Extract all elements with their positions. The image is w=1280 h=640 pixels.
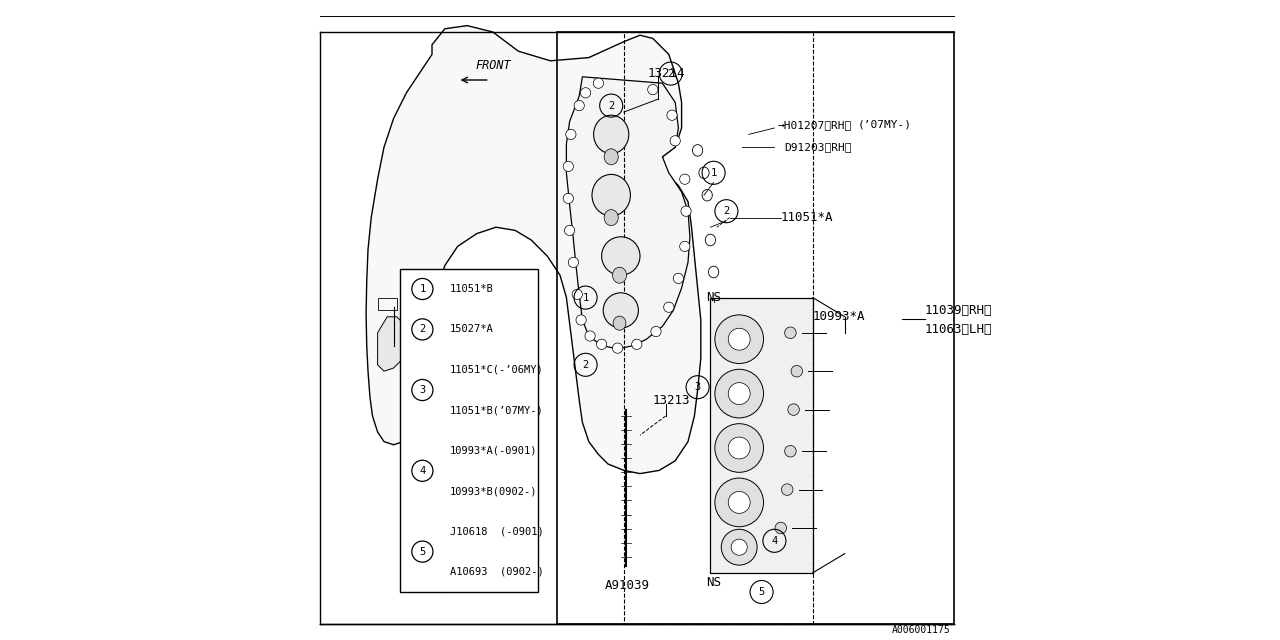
Circle shape [728,383,750,404]
Text: 10993*A: 10993*A [813,310,865,323]
Text: 10993*B(0902-): 10993*B(0902-) [451,486,538,496]
Circle shape [564,225,575,236]
Circle shape [594,78,604,88]
Text: J10618  (-0901): J10618 (-0901) [451,526,544,536]
Ellipse shape [591,174,631,216]
Ellipse shape [699,167,709,179]
Circle shape [632,339,643,349]
Text: →H01207〈RH〉: →H01207〈RH〉 [777,120,852,130]
Ellipse shape [776,522,786,534]
Circle shape [568,257,579,268]
Text: 11039〈RH〉: 11039〈RH〉 [924,304,992,317]
Text: 11063〈LH〉: 11063〈LH〉 [924,323,992,336]
Circle shape [671,136,681,146]
Text: 11051*B(’07MY-): 11051*B(’07MY-) [451,405,544,415]
Text: NS: NS [707,576,721,589]
Text: 11051*C(-’06MY): 11051*C(-’06MY) [451,365,544,375]
Circle shape [648,84,658,95]
Circle shape [652,326,662,337]
Circle shape [563,193,573,204]
Ellipse shape [613,268,627,283]
Text: 5: 5 [420,547,425,557]
Circle shape [722,529,758,565]
Circle shape [680,174,690,184]
Text: 10993*A(-0901): 10993*A(-0901) [451,445,538,456]
Text: 5: 5 [759,587,764,597]
Circle shape [681,206,691,216]
Circle shape [673,273,684,284]
Text: (’07MY-): (’07MY-) [858,120,911,130]
Circle shape [566,129,576,140]
Circle shape [714,424,764,472]
Bar [557,32,954,624]
Ellipse shape [602,237,640,275]
Polygon shape [378,317,410,371]
Ellipse shape [594,115,628,154]
Circle shape [580,88,590,98]
Ellipse shape [788,404,800,415]
Circle shape [728,492,750,513]
Bar [625,32,813,624]
Text: 3: 3 [420,385,425,395]
Text: 11051*A: 11051*A [781,211,833,224]
Ellipse shape [709,266,719,278]
Text: 2: 2 [608,100,614,111]
Circle shape [731,539,748,556]
Bar [399,269,538,592]
Text: 1: 1 [420,284,425,294]
Circle shape [596,339,607,349]
Circle shape [613,343,623,353]
Ellipse shape [604,209,618,225]
Text: A10693  (0902-): A10693 (0902-) [451,567,544,577]
Circle shape [714,478,764,527]
Circle shape [728,437,750,459]
Text: 2: 2 [582,360,589,370]
Text: 11051*B: 11051*B [451,284,494,294]
Text: 1: 1 [582,292,589,303]
Text: A006001175: A006001175 [892,625,950,636]
Text: 4: 4 [420,466,425,476]
Text: 2: 2 [723,206,730,216]
Circle shape [667,110,677,120]
Circle shape [714,369,764,418]
Ellipse shape [781,484,794,495]
Text: A91039: A91039 [604,579,650,592]
Circle shape [680,241,690,252]
Ellipse shape [603,292,639,328]
Ellipse shape [791,365,803,377]
Ellipse shape [604,148,618,164]
Circle shape [563,161,573,172]
Polygon shape [710,298,813,573]
Text: 3: 3 [695,382,700,392]
Polygon shape [366,26,701,474]
Circle shape [572,289,582,300]
Ellipse shape [705,234,716,246]
Ellipse shape [703,189,713,201]
Ellipse shape [785,327,796,339]
Text: 2: 2 [668,68,673,79]
Circle shape [714,315,764,364]
Text: 13214: 13214 [648,67,685,80]
Circle shape [576,315,586,325]
Ellipse shape [613,316,626,330]
Circle shape [585,331,595,341]
Text: 13213: 13213 [653,394,690,406]
Text: 1: 1 [710,168,717,178]
Text: D91203〈RH〉: D91203〈RH〉 [783,142,851,152]
Text: NS: NS [707,291,721,304]
Circle shape [575,100,585,111]
Text: 15027*A: 15027*A [451,324,494,334]
Circle shape [728,328,750,350]
Ellipse shape [692,145,703,156]
Text: 4: 4 [772,536,777,546]
Text: FRONT: FRONT [475,60,511,72]
Text: 2: 2 [420,324,425,334]
Circle shape [663,302,675,312]
Ellipse shape [785,445,796,457]
Polygon shape [566,77,690,349]
